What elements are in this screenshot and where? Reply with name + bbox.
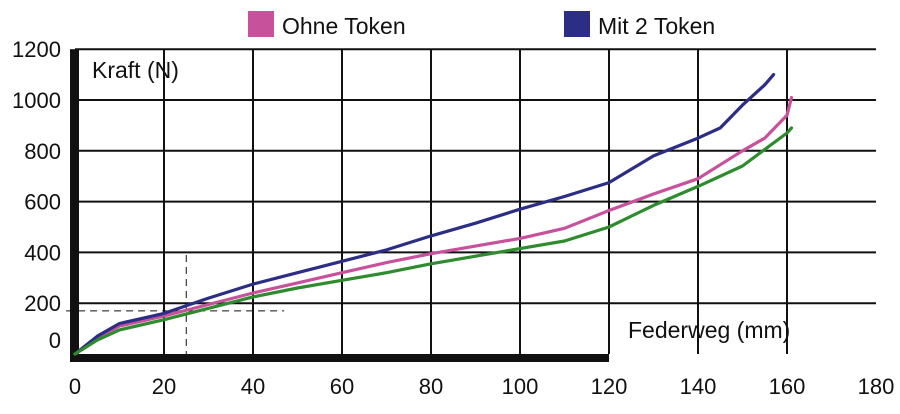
y-tick-label-400: 400 [24, 240, 61, 265]
x-tick-label-160: 160 [769, 374, 806, 399]
series-line-curve-3 [73, 126, 794, 356]
x-tick-label-0: 0 [69, 374, 81, 399]
grid [75, 48, 876, 354]
series-line-ohne-token [73, 95, 794, 356]
series-lines [73, 73, 794, 356]
x-tick-label-140: 140 [680, 374, 717, 399]
legend-swatch-mit-2-token [564, 11, 590, 37]
series-line-mit-2-token [73, 73, 776, 356]
x-tick-label-100: 100 [502, 374, 539, 399]
y-tick-labels: 0 200 400 600 800 1000 1200 [12, 37, 61, 353]
x-tick-label-40: 40 [241, 374, 265, 399]
y-tick-label-0: 0 [49, 328, 61, 353]
legend-label-mit-2-token: Mit 2 Token [598, 13, 715, 39]
x-tick-labels: 0 20 40 60 80 100 120 140 160 180 [69, 374, 894, 399]
x-tick-label-20: 20 [152, 374, 176, 399]
y-tick-label-1200: 1200 [12, 37, 61, 62]
y-axis-label: Kraft (N) [92, 57, 179, 83]
y-tick-label-1000: 1000 [12, 88, 61, 113]
x-axis-label: Federweg (mm) [628, 317, 790, 343]
x-tick-label-180: 180 [858, 374, 895, 399]
axes-frame [70, 49, 609, 362]
legend-swatch-ohne-token [248, 11, 274, 37]
x-axis-line [70, 354, 609, 362]
y-tick-label-600: 600 [24, 190, 61, 215]
legend-label-ohne-token: Ohne Token [282, 13, 406, 39]
x-tick-label-60: 60 [330, 374, 354, 399]
y-axis-line [70, 49, 79, 360]
x-tick-label-80: 80 [419, 374, 443, 399]
y-tick-label-200: 200 [24, 291, 61, 316]
y-tick-label-800: 800 [24, 139, 61, 164]
x-tick-label-120: 120 [591, 374, 628, 399]
